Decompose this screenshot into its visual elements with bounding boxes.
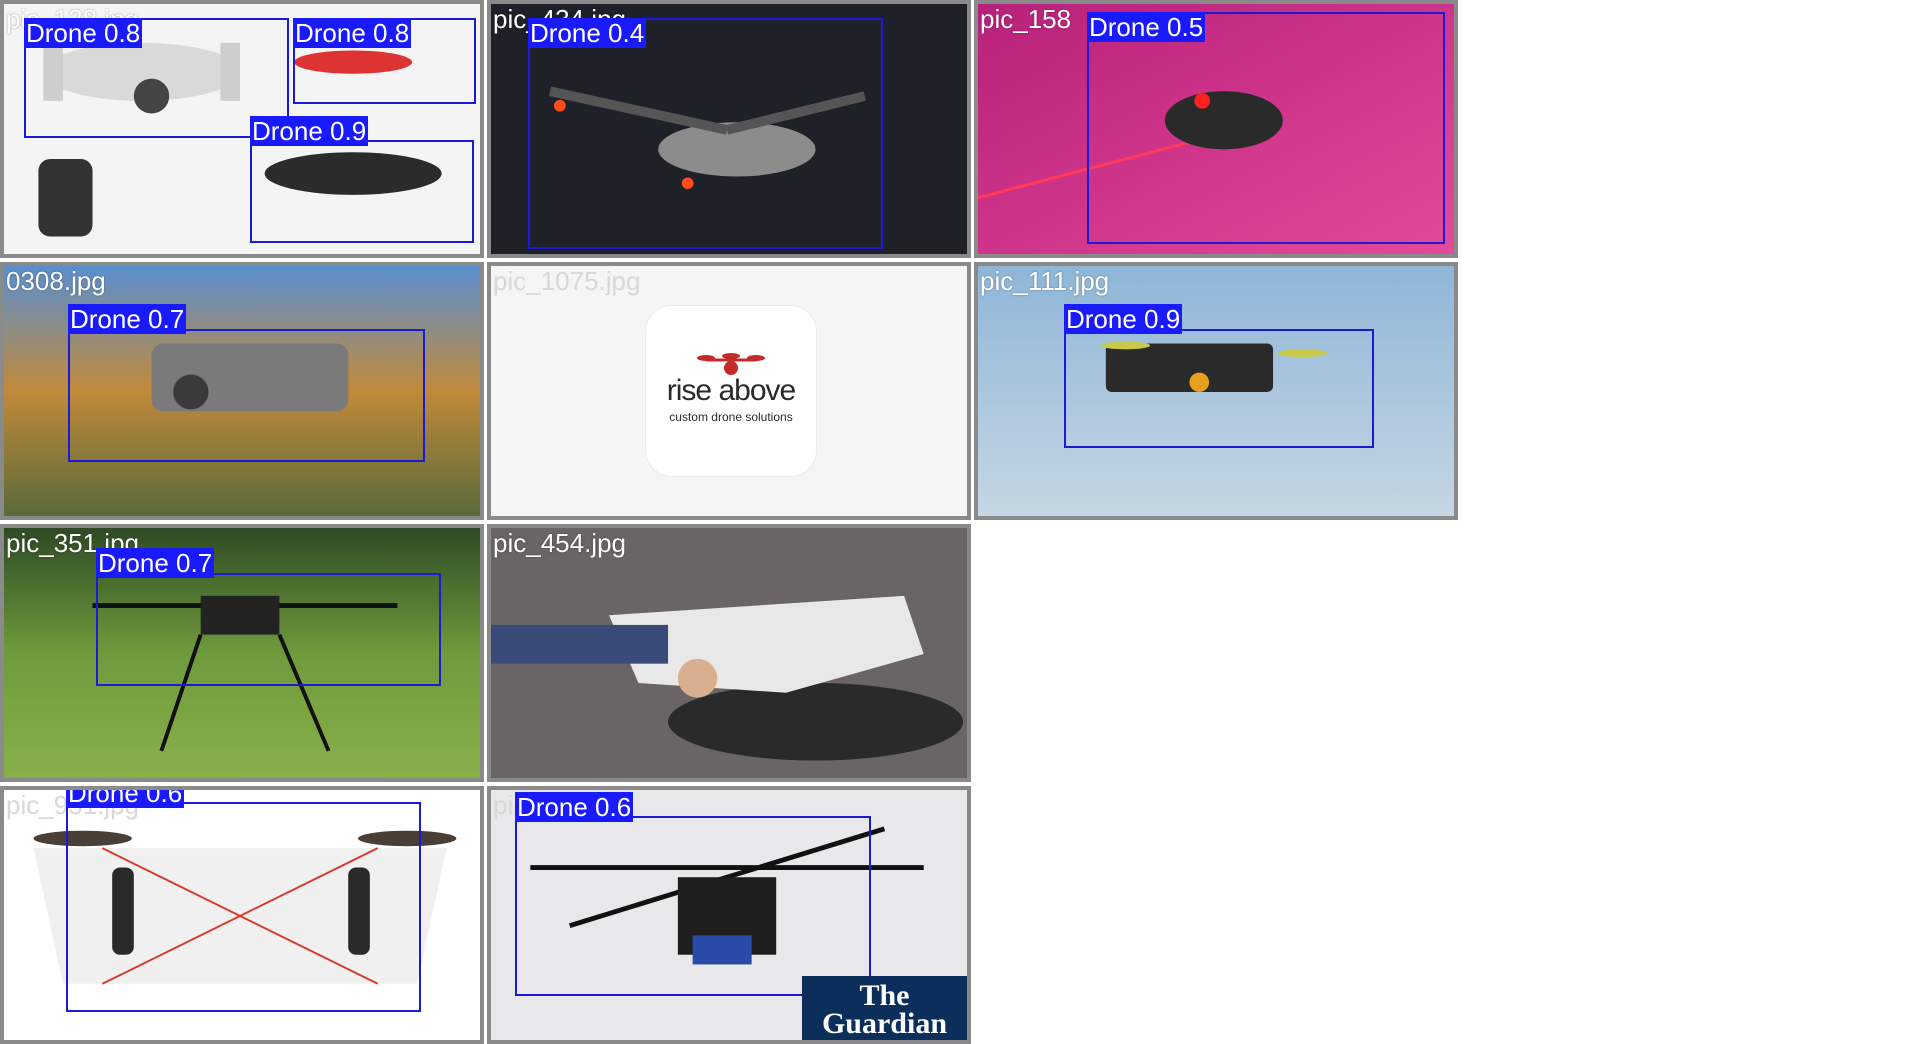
detection-label: Drone 0.7 — [68, 304, 187, 334]
image-tile-10: pic Drone 0.6 The Guardian — [487, 786, 971, 1044]
drone-logo-icon — [697, 353, 765, 375]
photo-drone-sky — [978, 266, 1454, 516]
detection-box — [96, 573, 441, 686]
detection-box — [515, 816, 871, 996]
detection-label: Drone 0.6 — [515, 792, 634, 822]
detection-box — [24, 18, 289, 138]
detection-box — [66, 802, 421, 1012]
image-tile-1: pic_128.jpg Drone 0.8 Drone 0.8 Drone 0.… — [0, 0, 484, 258]
detection-box — [68, 329, 425, 462]
image-tile-3: pic_158 Drone 0.5 — [974, 0, 1458, 258]
photo-delivery-drone — [491, 528, 967, 778]
detection-label: Drone 0.8 — [24, 18, 143, 48]
detection-label: Drone 0.5 — [1087, 12, 1206, 42]
logo-card: rise above custom drone solutions — [646, 306, 816, 476]
logo-tagline: custom drone solutions — [669, 410, 793, 424]
image-tile-8: pic_454.jpg — [487, 524, 971, 782]
detection-box — [1064, 329, 1374, 448]
image-tile-5: rise above custom drone solutions pic_10… — [487, 262, 971, 520]
image-tile-6: pic_111.jpg Drone 0.9 — [974, 262, 1458, 520]
photo-hexacopter-field — [4, 528, 480, 778]
filename-label: pic_111.jpg — [980, 266, 1110, 296]
detection-label: Drone 0.8 — [293, 18, 412, 48]
image-tile-7: pic_351.jpg Drone 0.7 — [0, 524, 484, 782]
filename-label: pic_158 — [980, 4, 1072, 34]
photo-drone-pink — [978, 4, 1454, 254]
filename-label: 0308.jpg — [6, 266, 106, 296]
detection-label: Drone 0.9 — [250, 116, 369, 146]
image-tile-2: pic_434.jpg Drone 0.4 — [487, 0, 971, 258]
detection-label: Drone 0.4 — [528, 18, 647, 48]
detection-label: Drone 0.6 — [66, 790, 185, 808]
filename-label: pic_454.jpg — [493, 528, 626, 558]
image-tile-9: pic_951.jpg Drone 0.6 — [0, 786, 484, 1044]
photo-logo: rise above custom drone solutions — [491, 266, 967, 516]
detection-box — [528, 18, 883, 249]
detection-label: Drone 0.7 — [96, 548, 215, 578]
logo-wordmark: rise above — [666, 374, 796, 407]
detection-box — [1087, 12, 1445, 244]
photo-white-drone — [4, 790, 480, 1040]
detection-box — [250, 140, 474, 243]
image-tile-4: 0308.jpg Drone 0.7 — [0, 262, 484, 520]
filename-label: pic_1075.jpg — [493, 266, 641, 296]
detection-label: Drone 0.9 — [1064, 304, 1183, 334]
guardian-watermark: The Guardian — [802, 976, 967, 1040]
